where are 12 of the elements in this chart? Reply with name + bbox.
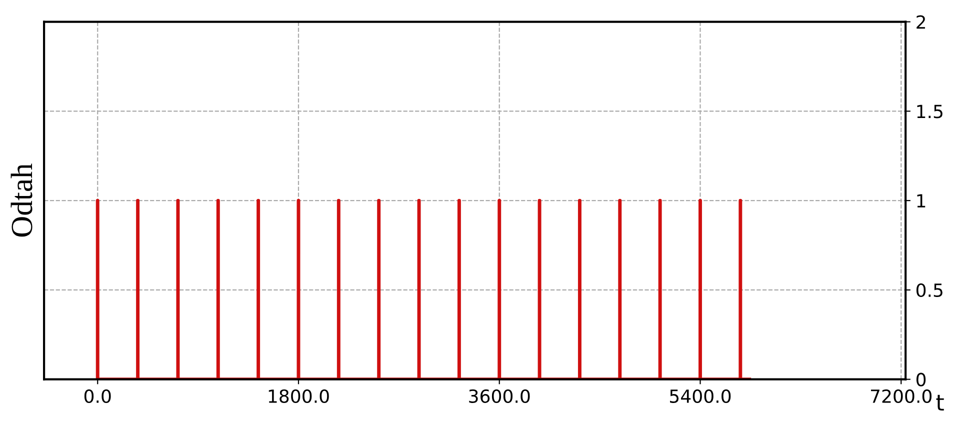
y-tick-label: 1: [917, 194, 926, 208]
y-tick-label: 0.5: [916, 283, 942, 298]
x-tick-label: 0.0: [84, 389, 111, 404]
x-tick-label: 1800.0: [268, 389, 329, 404]
x-axis-title: t: [936, 394, 944, 411]
x-tick-label: 7200.0: [871, 389, 932, 404]
y-tick-label: 2: [916, 15, 925, 29]
y-axis-title: Odtah: [10, 164, 32, 237]
y-tick-label: 1.5: [917, 104, 942, 118]
x-tick-label: 3600.0: [469, 389, 530, 404]
y-tick-label: 0: [916, 372, 926, 386]
x-tick-label: 5400.0: [670, 389, 731, 404]
